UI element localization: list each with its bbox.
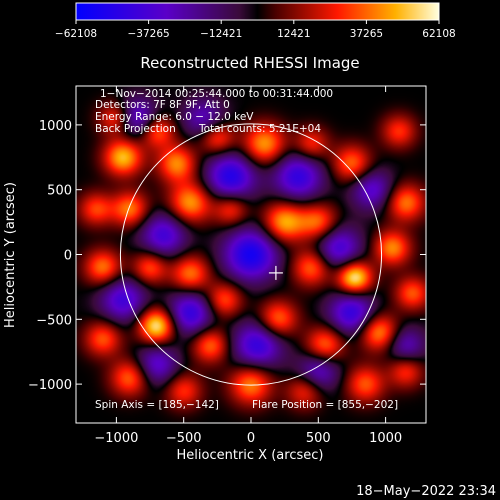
x-tick-label: 0 bbox=[247, 431, 255, 446]
annotation-total-counts: Total counts: 5.21E+04 bbox=[198, 123, 321, 135]
annotation-time-range: 1−Nov−2014 00:25:44.000 to 00:31:44.000 bbox=[100, 88, 333, 100]
y-tick-label: −500 bbox=[36, 313, 72, 328]
footer-timestamp: 18−May−2022 23:34 bbox=[356, 484, 496, 499]
colorbar-tick-label: 37265 bbox=[350, 28, 383, 40]
colorbar-tick-label: −12421 bbox=[200, 28, 242, 40]
flare-position-label: Flare Position = [855,−202] bbox=[252, 399, 398, 411]
x-axis-label: Heliocentric X (arcsec) bbox=[177, 448, 324, 463]
colorbar-tick-label: −37265 bbox=[127, 28, 169, 40]
colorbar bbox=[75, 2, 440, 21]
x-tick-label: 500 bbox=[306, 431, 331, 446]
solar-limb-circle bbox=[119, 123, 383, 386]
chart-title: Reconstructed RHESSI Image bbox=[140, 54, 359, 72]
y-axis: 1000 500 0 −500 −1000 bbox=[28, 119, 426, 393]
colorbar-tick-label: −62108 bbox=[55, 28, 97, 40]
annotation-method: Back Projection bbox=[95, 123, 176, 135]
x-tick-label: 1000 bbox=[369, 431, 402, 446]
x-tick-label: −500 bbox=[166, 431, 202, 446]
y-tick-label: −1000 bbox=[28, 378, 72, 393]
colorbar-tick-label: 12421 bbox=[277, 28, 310, 40]
spin-axis-marker bbox=[268, 265, 283, 280]
colorbar-ticks: −62108 −37265 −12421 12421 37265 62108 bbox=[55, 20, 456, 40]
y-tick-label: 1000 bbox=[39, 119, 72, 134]
heatmap-canvas bbox=[76, 86, 426, 423]
x-axis: −1000 −500 0 500 1000 bbox=[94, 86, 402, 446]
spin-axis-label: Spin Axis = [185,−142] bbox=[95, 399, 219, 411]
y-tick-label: 0 bbox=[64, 249, 72, 264]
x-tick-label: −1000 bbox=[94, 431, 138, 446]
annotation-energy-range: Energy Range: 6.0 − 12.0 keV bbox=[95, 111, 254, 123]
annotation-detectors: Detectors: 7F 8F 9F, Att 0 bbox=[95, 99, 230, 111]
y-axis-label: Heliocentric Y (arcsec) bbox=[3, 182, 18, 328]
colorbar-tick-label: 62108 bbox=[422, 28, 455, 40]
y-tick-label: 500 bbox=[47, 184, 72, 199]
